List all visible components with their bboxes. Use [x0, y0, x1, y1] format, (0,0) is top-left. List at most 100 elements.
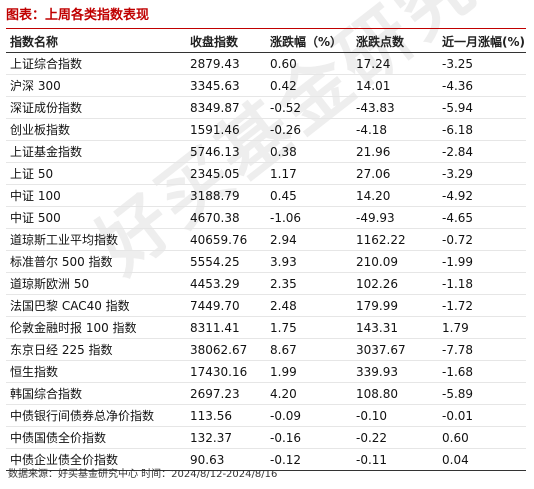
col-header-change-pct: 涨跌幅（%） [266, 30, 352, 53]
month-change-cell: -1.99 [438, 250, 526, 273]
index-name-cell: 中债企业债全价指数 [6, 448, 186, 471]
col-header-change-points: 涨跌点数 [352, 30, 438, 53]
index-name-cell: 上证综合指数 [6, 52, 186, 75]
change-pct-cell: 1.17 [266, 162, 352, 185]
change-pct-cell: 8.67 [266, 338, 352, 361]
close-cell: 5554.25 [186, 250, 266, 273]
change-pct-cell: -0.12 [266, 448, 352, 471]
table-body: 上证综合指数 2879.43 0.60 17.24 -3.25 沪深 300 3345.63… [6, 52, 526, 471]
col-header-index-name: 指数名称 [6, 30, 186, 53]
index-name-cell: 东京日经 225 指数 [6, 338, 186, 361]
index-name-cell: 中证 100 [6, 184, 186, 207]
source-footnote: 数据来源：好买基金研究中心 时间：2024/8/12-2024/8/16 [8, 469, 278, 480]
change-pct-cell: 1.99 [266, 360, 352, 383]
change-points-cell: 102.26 [352, 272, 438, 295]
table-row: 伦敦金融时报 100 指数 8311.41 1.75 143.31 1.79 [6, 316, 526, 339]
table-row: 中证 100 3188.79 0.45 14.20 -4.92 [6, 184, 526, 207]
table-row: 道琼斯欧洲 50 4453.29 2.35 102.26 -1.18 [6, 272, 526, 295]
month-change-cell: 1.79 [438, 316, 526, 339]
index-performance-table: 指数名称 收盘指数 涨跌幅（%） 涨跌点数 近一月涨幅(%) 上证综合指数 287… [6, 30, 526, 471]
close-cell: 7449.70 [186, 294, 266, 317]
change-points-cell: 14.01 [352, 74, 438, 97]
month-change-cell: 0.04 [438, 448, 526, 471]
close-cell: 132.37 [186, 426, 266, 449]
change-points-cell: -49.93 [352, 206, 438, 229]
month-change-cell: 0.60 [438, 426, 526, 449]
index-name-cell: 伦敦金融时报 100 指数 [6, 316, 186, 339]
change-points-cell: -0.10 [352, 404, 438, 427]
close-cell: 4453.29 [186, 272, 266, 295]
table-row: 中债企业债全价指数 90.63 -0.12 -0.11 0.04 [6, 448, 526, 471]
close-cell: 2697.23 [186, 382, 266, 405]
index-name-cell: 中债国债全价指数 [6, 426, 186, 449]
table-row: 东京日经 225 指数 38062.67 8.67 3037.67 -7.78 [6, 338, 526, 361]
col-header-month-change: 近一月涨幅(%) [438, 30, 526, 53]
index-name-cell: 道琼斯欧洲 50 [6, 272, 186, 295]
month-change-cell: -0.01 [438, 404, 526, 427]
change-points-cell: 143.31 [352, 316, 438, 339]
month-change-cell: -4.65 [438, 206, 526, 229]
change-points-cell: -0.22 [352, 426, 438, 449]
change-pct-cell: 3.93 [266, 250, 352, 273]
index-name-cell: 创业板指数 [6, 118, 186, 141]
table-row: 上证基金指数 5746.13 0.38 21.96 -2.84 [6, 140, 526, 163]
change-points-cell: 339.93 [352, 360, 438, 383]
change-points-cell: -0.11 [352, 448, 438, 471]
change-pct-cell: -1.06 [266, 206, 352, 229]
change-pct-cell: 0.42 [266, 74, 352, 97]
table-row: 恒生指数 17430.16 1.99 339.93 -1.68 [6, 360, 526, 383]
index-name-cell: 深证成份指数 [6, 96, 186, 119]
month-change-cell: -4.36 [438, 74, 526, 97]
close-cell: 38062.67 [186, 338, 266, 361]
index-name-cell: 沪深 300 [6, 74, 186, 97]
month-change-cell: -4.92 [438, 184, 526, 207]
table-row: 深证成份指数 8349.87 -0.52 -43.83 -5.94 [6, 96, 526, 119]
title-rule [6, 28, 526, 29]
index-name-cell: 标准普尔 500 指数 [6, 250, 186, 273]
change-points-cell: 14.20 [352, 184, 438, 207]
close-cell: 4670.38 [186, 206, 266, 229]
table-row: 上证 50 2345.05 1.17 27.06 -3.29 [6, 162, 526, 185]
table-row: 法国巴黎 CAC40 指数 7449.70 2.48 179.99 -1.72 [6, 294, 526, 317]
month-change-cell: -1.68 [438, 360, 526, 383]
change-points-cell: 210.09 [352, 250, 438, 273]
table-row: 中债国债全价指数 132.37 -0.16 -0.22 0.60 [6, 426, 526, 449]
table-row: 沪深 300 3345.63 0.42 14.01 -4.36 [6, 74, 526, 97]
close-cell: 113.56 [186, 404, 266, 427]
index-name-cell: 中债银行间债券总净价指数 [6, 404, 186, 427]
month-change-cell: -1.72 [438, 294, 526, 317]
close-cell: 3188.79 [186, 184, 266, 207]
change-points-cell: 3037.67 [352, 338, 438, 361]
change-pct-cell: 4.20 [266, 382, 352, 405]
month-change-cell: -3.25 [438, 52, 526, 75]
table-row: 创业板指数 1591.46 -0.26 -4.18 -6.18 [6, 118, 526, 141]
change-points-cell: -43.83 [352, 96, 438, 119]
close-cell: 3345.63 [186, 74, 266, 97]
close-cell: 2345.05 [186, 162, 266, 185]
table-row: 中证 500 4670.38 -1.06 -49.93 -4.65 [6, 206, 526, 229]
month-change-cell: -5.89 [438, 382, 526, 405]
change-pct-cell: 2.94 [266, 228, 352, 251]
col-header-close: 收盘指数 [186, 30, 266, 53]
change-pct-cell: -0.26 [266, 118, 352, 141]
index-name-cell: 中证 500 [6, 206, 186, 229]
table-row: 中债银行间债券总净价指数 113.56 -0.09 -0.10 -0.01 [6, 404, 526, 427]
change-pct-cell: 0.38 [266, 140, 352, 163]
table-row: 道琼斯工业平均指数 40659.76 2.94 1162.22 -0.72 [6, 228, 526, 251]
change-points-cell: 27.06 [352, 162, 438, 185]
month-change-cell: -3.29 [438, 162, 526, 185]
month-change-cell: -6.18 [438, 118, 526, 141]
change-points-cell: -4.18 [352, 118, 438, 141]
change-points-cell: 108.80 [352, 382, 438, 405]
change-pct-cell: 1.75 [266, 316, 352, 339]
index-name-cell: 恒生指数 [6, 360, 186, 383]
table-row: 韩国综合指数 2697.23 4.20 108.80 -5.89 [6, 382, 526, 405]
header-row: 指数名称 收盘指数 涨跌幅（%） 涨跌点数 近一月涨幅(%) [6, 30, 526, 53]
index-name-cell: 道琼斯工业平均指数 [6, 228, 186, 251]
month-change-cell: -0.72 [438, 228, 526, 251]
close-cell: 2879.43 [186, 52, 266, 75]
close-cell: 40659.76 [186, 228, 266, 251]
month-change-cell: -1.18 [438, 272, 526, 295]
change-points-cell: 21.96 [352, 140, 438, 163]
close-cell: 8349.87 [186, 96, 266, 119]
